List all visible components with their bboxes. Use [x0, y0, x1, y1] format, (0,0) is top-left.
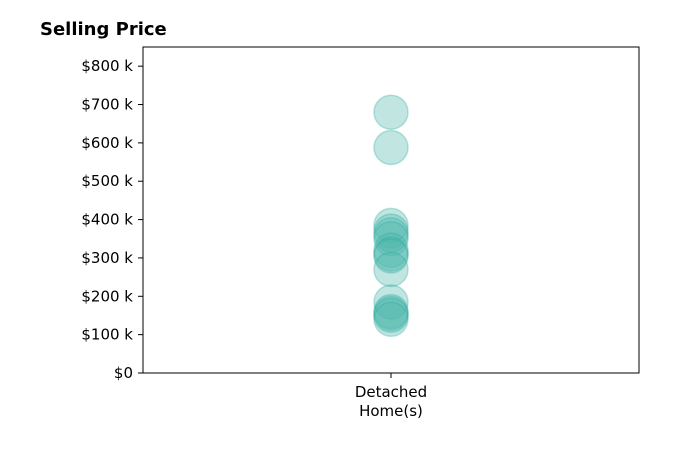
data-point: [373, 295, 409, 332]
data-point: [373, 94, 409, 130]
plot-frame: [142, 46, 640, 374]
y-tick-label: $300 k: [81, 249, 133, 267]
data-point: [373, 293, 409, 330]
data-point: [373, 284, 409, 320]
data-point: [373, 129, 409, 166]
y-tick-label: $100 k: [81, 326, 133, 344]
y-tick-label: $0: [114, 364, 133, 382]
data-point: [373, 251, 409, 288]
y-axis: $0 $100 k $200 k $300 k $400 k $500 k $600 k $7…: [81, 57, 143, 382]
data-point: [373, 301, 409, 338]
data-point: [373, 236, 409, 272]
data-point: [373, 232, 409, 269]
chart-title: Selling Price: [40, 19, 167, 40]
y-tick-label: $200 k: [81, 287, 133, 305]
data-point: [373, 297, 409, 334]
data-point: [373, 207, 409, 244]
y-tick-label: $600 k: [81, 134, 133, 152]
y-tick-label: $700 k: [81, 96, 133, 114]
x-category-label: Detached Home(s): [355, 383, 427, 420]
data-point: [373, 217, 409, 253]
y-tick-label: $400 k: [81, 211, 133, 229]
data-point: [373, 213, 409, 249]
data-point: [373, 221, 409, 257]
data-points: [373, 94, 409, 338]
data-point: [373, 238, 409, 274]
y-tick-label: $800 k: [81, 57, 133, 75]
y-tick-label: $500 k: [81, 172, 133, 190]
x-axis: Detached Home(s): [355, 373, 427, 420]
